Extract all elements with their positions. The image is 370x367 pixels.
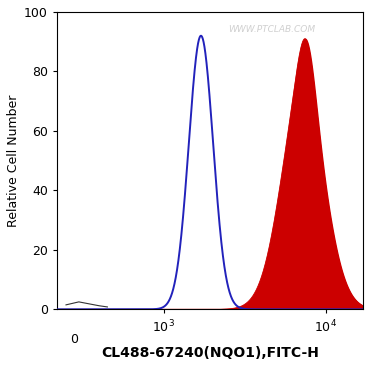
Text: WWW.PTCLAB.COM: WWW.PTCLAB.COM	[228, 25, 315, 34]
X-axis label: CL488-67240(NQO1),FITC-H: CL488-67240(NQO1),FITC-H	[101, 346, 319, 360]
Text: 0: 0	[70, 333, 78, 346]
Y-axis label: Relative Cell Number: Relative Cell Number	[7, 94, 20, 227]
